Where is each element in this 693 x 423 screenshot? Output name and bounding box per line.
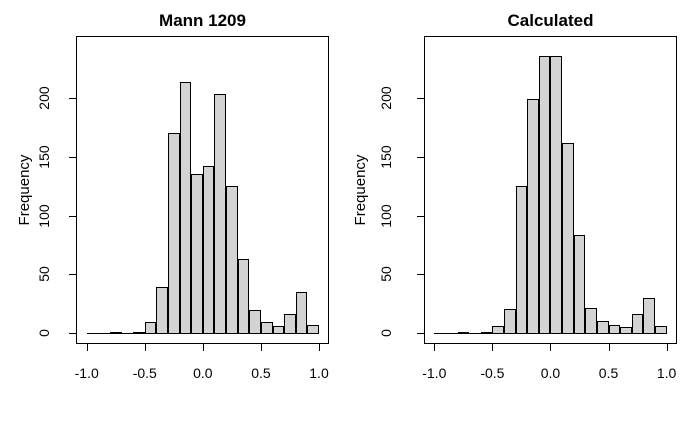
histogram-bar xyxy=(214,94,227,334)
histogram-bar xyxy=(144,322,157,334)
histogram-bar xyxy=(608,325,621,334)
y-axis-tick-label: 150 xyxy=(36,145,52,169)
x-axis-tick xyxy=(608,344,610,351)
y-axis-tick xyxy=(417,333,424,334)
histogram-bar xyxy=(109,332,122,334)
y-axis-tick xyxy=(69,216,76,217)
histogram-bar xyxy=(156,287,168,334)
y-axis-tick xyxy=(69,274,76,275)
histogram-bar xyxy=(133,332,145,334)
y-axis-tick-label: 50 xyxy=(378,266,394,283)
y-axis-tick xyxy=(69,333,76,334)
x-axis-tick-label: -1.0 xyxy=(74,365,99,381)
x-axis-tick-label: 1.0 xyxy=(309,365,329,381)
histogram-bar xyxy=(480,332,493,334)
plot-frame xyxy=(424,36,677,344)
histogram-bar xyxy=(226,186,238,334)
x-axis-tick xyxy=(86,344,88,351)
x-axis-tick-label: 0.5 xyxy=(598,365,619,381)
histogram-bar xyxy=(295,292,308,334)
histogram-bar xyxy=(168,133,180,334)
y-axis-tick-label: 200 xyxy=(36,86,52,110)
x-axis-tick xyxy=(434,344,436,351)
x-axis-tick xyxy=(202,344,204,351)
histogram-bar xyxy=(550,56,563,334)
y-axis-tick xyxy=(417,157,424,158)
histogram-bar xyxy=(457,332,470,334)
histogram-bar xyxy=(503,309,516,334)
y-axis-tick-label: 0 xyxy=(36,329,52,338)
y-axis-tick xyxy=(417,216,424,217)
histogram-bar xyxy=(573,235,586,334)
x-axis-tick xyxy=(319,344,320,351)
plot-frame xyxy=(76,36,329,344)
x-axis-tick xyxy=(144,344,146,351)
x-axis-tick xyxy=(550,344,552,351)
x-axis-tick-label: 1.0 xyxy=(656,365,677,381)
histogram-bar xyxy=(179,82,192,334)
histogram-bar xyxy=(202,166,215,334)
panel-title-right: Calculated xyxy=(507,11,594,30)
histogram-bar xyxy=(631,314,644,334)
histogram-bar xyxy=(492,326,504,334)
y-axis-tick-label: 200 xyxy=(378,86,394,110)
histogram-bar xyxy=(249,310,261,334)
histogram-bar xyxy=(515,186,528,334)
y-axis-tick-label: 0 xyxy=(378,329,394,338)
histogram-bar xyxy=(307,325,319,334)
histogram-bar xyxy=(237,259,250,334)
histogram-bar xyxy=(643,298,655,334)
histogram-bar xyxy=(538,56,551,334)
x-axis-tick xyxy=(260,344,262,351)
x-axis-tick-label: 0.5 xyxy=(251,365,271,381)
x-axis-tick-label: -0.5 xyxy=(480,365,505,381)
x-axis-tick xyxy=(492,344,494,351)
y-axis-label-left: Frequency xyxy=(16,154,33,226)
histogram-bar xyxy=(596,321,609,334)
y-axis-label-right: Frequency xyxy=(352,154,369,226)
y-axis-tick xyxy=(69,157,76,158)
histogram-bar xyxy=(562,143,574,334)
histogram-bar xyxy=(260,322,273,334)
histogram-bar xyxy=(585,308,597,334)
y-axis-tick xyxy=(69,98,76,99)
y-axis-tick xyxy=(417,98,424,99)
histogram-bar xyxy=(272,326,285,334)
y-axis-tick-label: 100 xyxy=(36,203,52,228)
x-axis-tick xyxy=(666,344,668,351)
histogram-bar xyxy=(527,99,539,334)
histogram-bar xyxy=(654,326,667,334)
x-axis-tick-label: -1.0 xyxy=(422,365,447,381)
y-axis-tick xyxy=(417,274,424,275)
x-axis-tick-label: -0.5 xyxy=(132,365,157,381)
y-axis-tick-label: 50 xyxy=(36,266,52,283)
histogram-bar xyxy=(284,314,296,334)
x-axis-tick-label: 0.0 xyxy=(193,365,213,381)
y-axis-tick-label: 150 xyxy=(378,145,394,169)
x-axis-tick-label: 0.0 xyxy=(540,365,561,381)
histogram-bar xyxy=(191,174,203,334)
y-axis-tick-label: 100 xyxy=(378,203,394,228)
panel-title-left: Mann 1209 xyxy=(159,11,246,30)
histogram-bar xyxy=(620,327,632,334)
